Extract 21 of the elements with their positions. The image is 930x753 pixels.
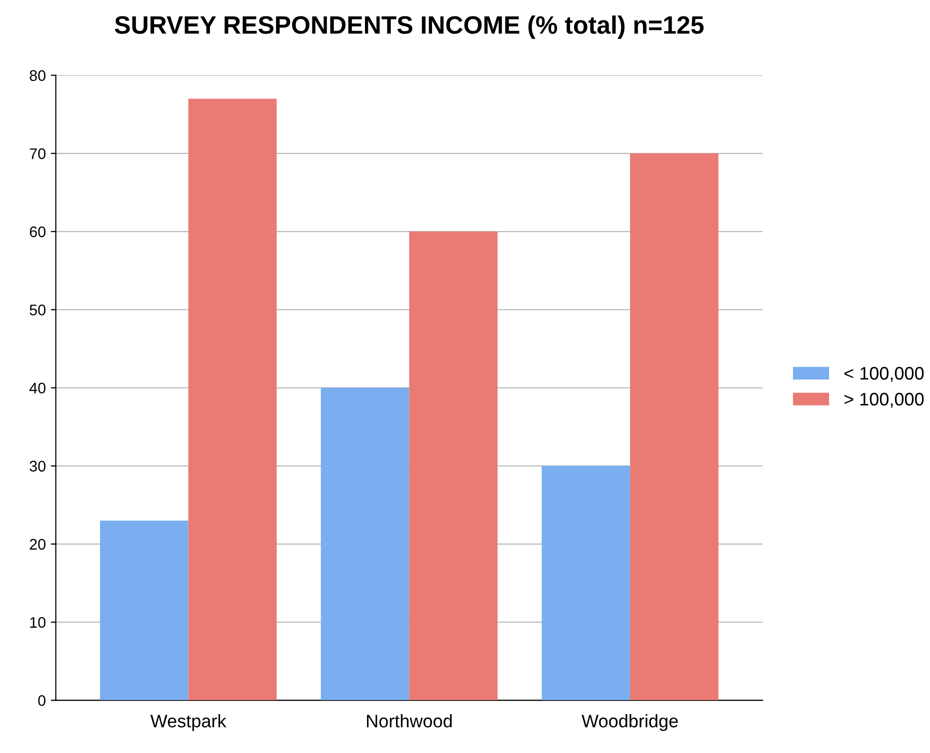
- x-tick-label: Westpark: [150, 714, 226, 732]
- y-tick-label: 80: [30, 70, 46, 81]
- x-tick-label: Northwood: [367, 714, 452, 728]
- legend-label: > 100,000: [844, 392, 924, 408]
- y-tick-label: 50: [30, 304, 46, 316]
- y-tick-label: 0: [38, 695, 46, 706]
- bar: [409, 232, 498, 700]
- bar: [320, 388, 410, 700]
- y-tick-label: 10: [30, 617, 46, 628]
- y-tick-label: 20: [30, 538, 46, 550]
- bar: [188, 98, 277, 700]
- bar: [542, 466, 630, 700]
- y-tick-label: 60: [30, 226, 46, 238]
- bar: [100, 520, 188, 700]
- chart-title: SURVEY RESPONDENTS INCOME (% total) n=125: [114, 16, 704, 39]
- x-tick-label: Woodbridge: [582, 714, 678, 732]
- y-tick-label: 40: [29, 382, 46, 394]
- y-tick-label: 70: [30, 148, 46, 160]
- y-tick-label: 30: [30, 460, 46, 472]
- bar: [630, 153, 718, 700]
- legend-label: < 100,000: [844, 366, 924, 382]
